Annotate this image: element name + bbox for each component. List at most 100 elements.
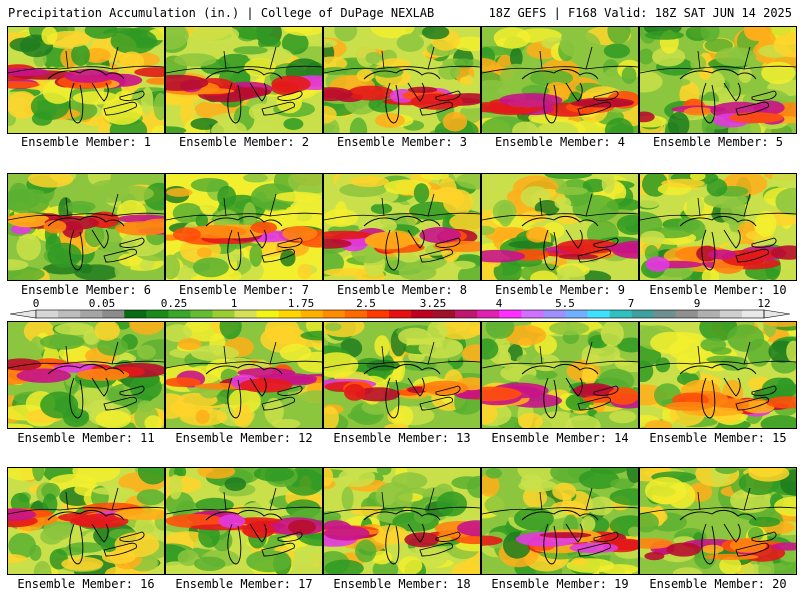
ensemble-member-label: Ensemble Member: 7 bbox=[178, 283, 310, 297]
ensemble-member-map bbox=[165, 321, 323, 429]
colorbar-swatch bbox=[124, 310, 147, 318]
ensemble-member-label: Ensemble Member: 9 bbox=[494, 283, 626, 297]
ensemble-member-map bbox=[323, 173, 481, 281]
colorbar-swatch bbox=[719, 310, 743, 318]
precipitation-field bbox=[166, 322, 322, 428]
ensemble-member-map bbox=[481, 467, 639, 575]
ensemble-member-map bbox=[481, 321, 639, 429]
colorbar-swatch bbox=[168, 310, 191, 318]
precipitation-field bbox=[640, 174, 796, 280]
colorbar-swatch bbox=[256, 310, 279, 318]
precipitation-colorbar bbox=[9, 309, 791, 319]
ensemble-member-map bbox=[639, 321, 797, 429]
colorbar-swatch bbox=[499, 310, 522, 318]
colorbar-tick-label: 2.5 bbox=[356, 297, 376, 310]
colorbar-swatch bbox=[212, 310, 235, 318]
colorbar-swatch bbox=[565, 310, 588, 318]
colorbar-swatch bbox=[300, 310, 324, 318]
precipitation-field bbox=[324, 27, 480, 133]
colorbar-swatch bbox=[411, 310, 434, 318]
colorbar-swatch bbox=[521, 310, 544, 318]
colorbar-swatch bbox=[344, 310, 368, 318]
colorbar-tick-label: 9 bbox=[693, 297, 701, 310]
ensemble-member-label: Ensemble Member: 1 bbox=[20, 135, 152, 149]
colorbar-swatch bbox=[322, 310, 346, 318]
ensemble-member-label: Ensemble Member: 16 bbox=[17, 577, 155, 591]
colorbar-swatch bbox=[58, 310, 81, 318]
ensemble-member-map bbox=[323, 467, 481, 575]
colorbar-tick-label: 4 bbox=[495, 297, 503, 310]
colorbar-swatch bbox=[433, 310, 456, 318]
colorbar-swatch bbox=[102, 310, 125, 318]
ensemble-member-map bbox=[165, 467, 323, 575]
precipitation-field bbox=[166, 27, 322, 133]
precipitation-field bbox=[640, 468, 796, 574]
precipitation-field bbox=[324, 468, 480, 574]
colorbar-swatch bbox=[234, 310, 257, 318]
colorbar-tick-label: 12 bbox=[757, 297, 771, 310]
precipitation-field bbox=[640, 27, 796, 133]
colorbar-swatch bbox=[653, 310, 677, 318]
colorbar-tick-label: 0.05 bbox=[88, 297, 116, 310]
ensemble-member-map bbox=[165, 26, 323, 134]
colorbar-tick-label: 1.75 bbox=[287, 297, 315, 310]
colorbar-tick-label: 1 bbox=[230, 297, 238, 310]
precipitation-field bbox=[324, 322, 480, 428]
ensemble-member-label: Ensemble Member: 20 bbox=[649, 577, 787, 591]
colorbar-swatch bbox=[146, 310, 169, 318]
ensemble-member-map bbox=[481, 26, 639, 134]
precipitation-field bbox=[324, 174, 480, 280]
colorbar-swatch bbox=[455, 310, 478, 318]
colorbar-swatch bbox=[697, 310, 721, 318]
colorbar-tick-label: 0 bbox=[32, 297, 40, 310]
colorbar-swatch bbox=[80, 310, 103, 318]
ensemble-member-label: Ensemble Member: 8 bbox=[336, 283, 468, 297]
ensemble-member-label: Ensemble Member: 3 bbox=[336, 135, 468, 149]
precipitation-field bbox=[482, 174, 638, 280]
precipitation-field bbox=[8, 27, 164, 133]
precipitation-field bbox=[482, 468, 638, 574]
ensemble-member-label: Ensemble Member: 15 bbox=[649, 431, 787, 445]
chart-title: Precipitation Accumulation (in.) | Colle… bbox=[8, 6, 435, 20]
ensemble-member-map bbox=[639, 467, 797, 575]
colorbar-tick-label: 3.25 bbox=[419, 297, 447, 310]
colorbar-swatch bbox=[278, 310, 302, 318]
precipitation-field bbox=[8, 174, 164, 280]
ensemble-member-map bbox=[639, 26, 797, 134]
colorbar-swatch bbox=[631, 310, 654, 318]
ensemble-member-label: Ensemble Member: 6 bbox=[20, 283, 152, 297]
colorbar-swatch bbox=[741, 310, 765, 318]
ensemble-member-label: Ensemble Member: 12 bbox=[175, 431, 313, 445]
precipitation-field bbox=[482, 322, 638, 428]
precipitation-field bbox=[166, 174, 322, 280]
ensemble-member-label: Ensemble Member: 13 bbox=[333, 431, 471, 445]
ensemble-member-map bbox=[7, 467, 165, 575]
ensemble-member-map bbox=[165, 173, 323, 281]
colorbar-swatch bbox=[675, 310, 699, 318]
ensemble-member-label: Ensemble Member: 19 bbox=[491, 577, 629, 591]
precipitation-field bbox=[8, 322, 164, 428]
ensemble-member-map bbox=[7, 321, 165, 429]
ensemble-member-label: Ensemble Member: 11 bbox=[17, 431, 155, 445]
ensemble-member-map bbox=[7, 173, 165, 281]
precipitation-field bbox=[8, 468, 164, 574]
colorbar-tick-label: 5.5 bbox=[555, 297, 575, 310]
ensemble-member-map bbox=[7, 26, 165, 134]
colorbar-swatch bbox=[543, 310, 566, 318]
valid-time-label: 18Z GEFS | F168 Valid: 18Z SAT JUN 14 20… bbox=[488, 6, 792, 20]
colorbar-swatch bbox=[587, 310, 610, 318]
ensemble-member-map bbox=[481, 173, 639, 281]
ensemble-member-label: Ensemble Member: 18 bbox=[333, 577, 471, 591]
ensemble-member-map bbox=[639, 173, 797, 281]
precipitation-field bbox=[166, 468, 322, 574]
colorbar-tick-label: 7 bbox=[627, 297, 635, 310]
ensemble-member-label: Ensemble Member: 17 bbox=[175, 577, 313, 591]
precipitation-field bbox=[482, 27, 638, 133]
colorbar-tick-label: 0.25 bbox=[160, 297, 188, 310]
ensemble-member-label: Ensemble Member: 4 bbox=[494, 135, 626, 149]
precipitation-field bbox=[640, 322, 796, 428]
colorbar-swatch bbox=[388, 310, 412, 318]
colorbar-swatch bbox=[477, 310, 500, 318]
colorbar-swatch bbox=[366, 310, 390, 318]
